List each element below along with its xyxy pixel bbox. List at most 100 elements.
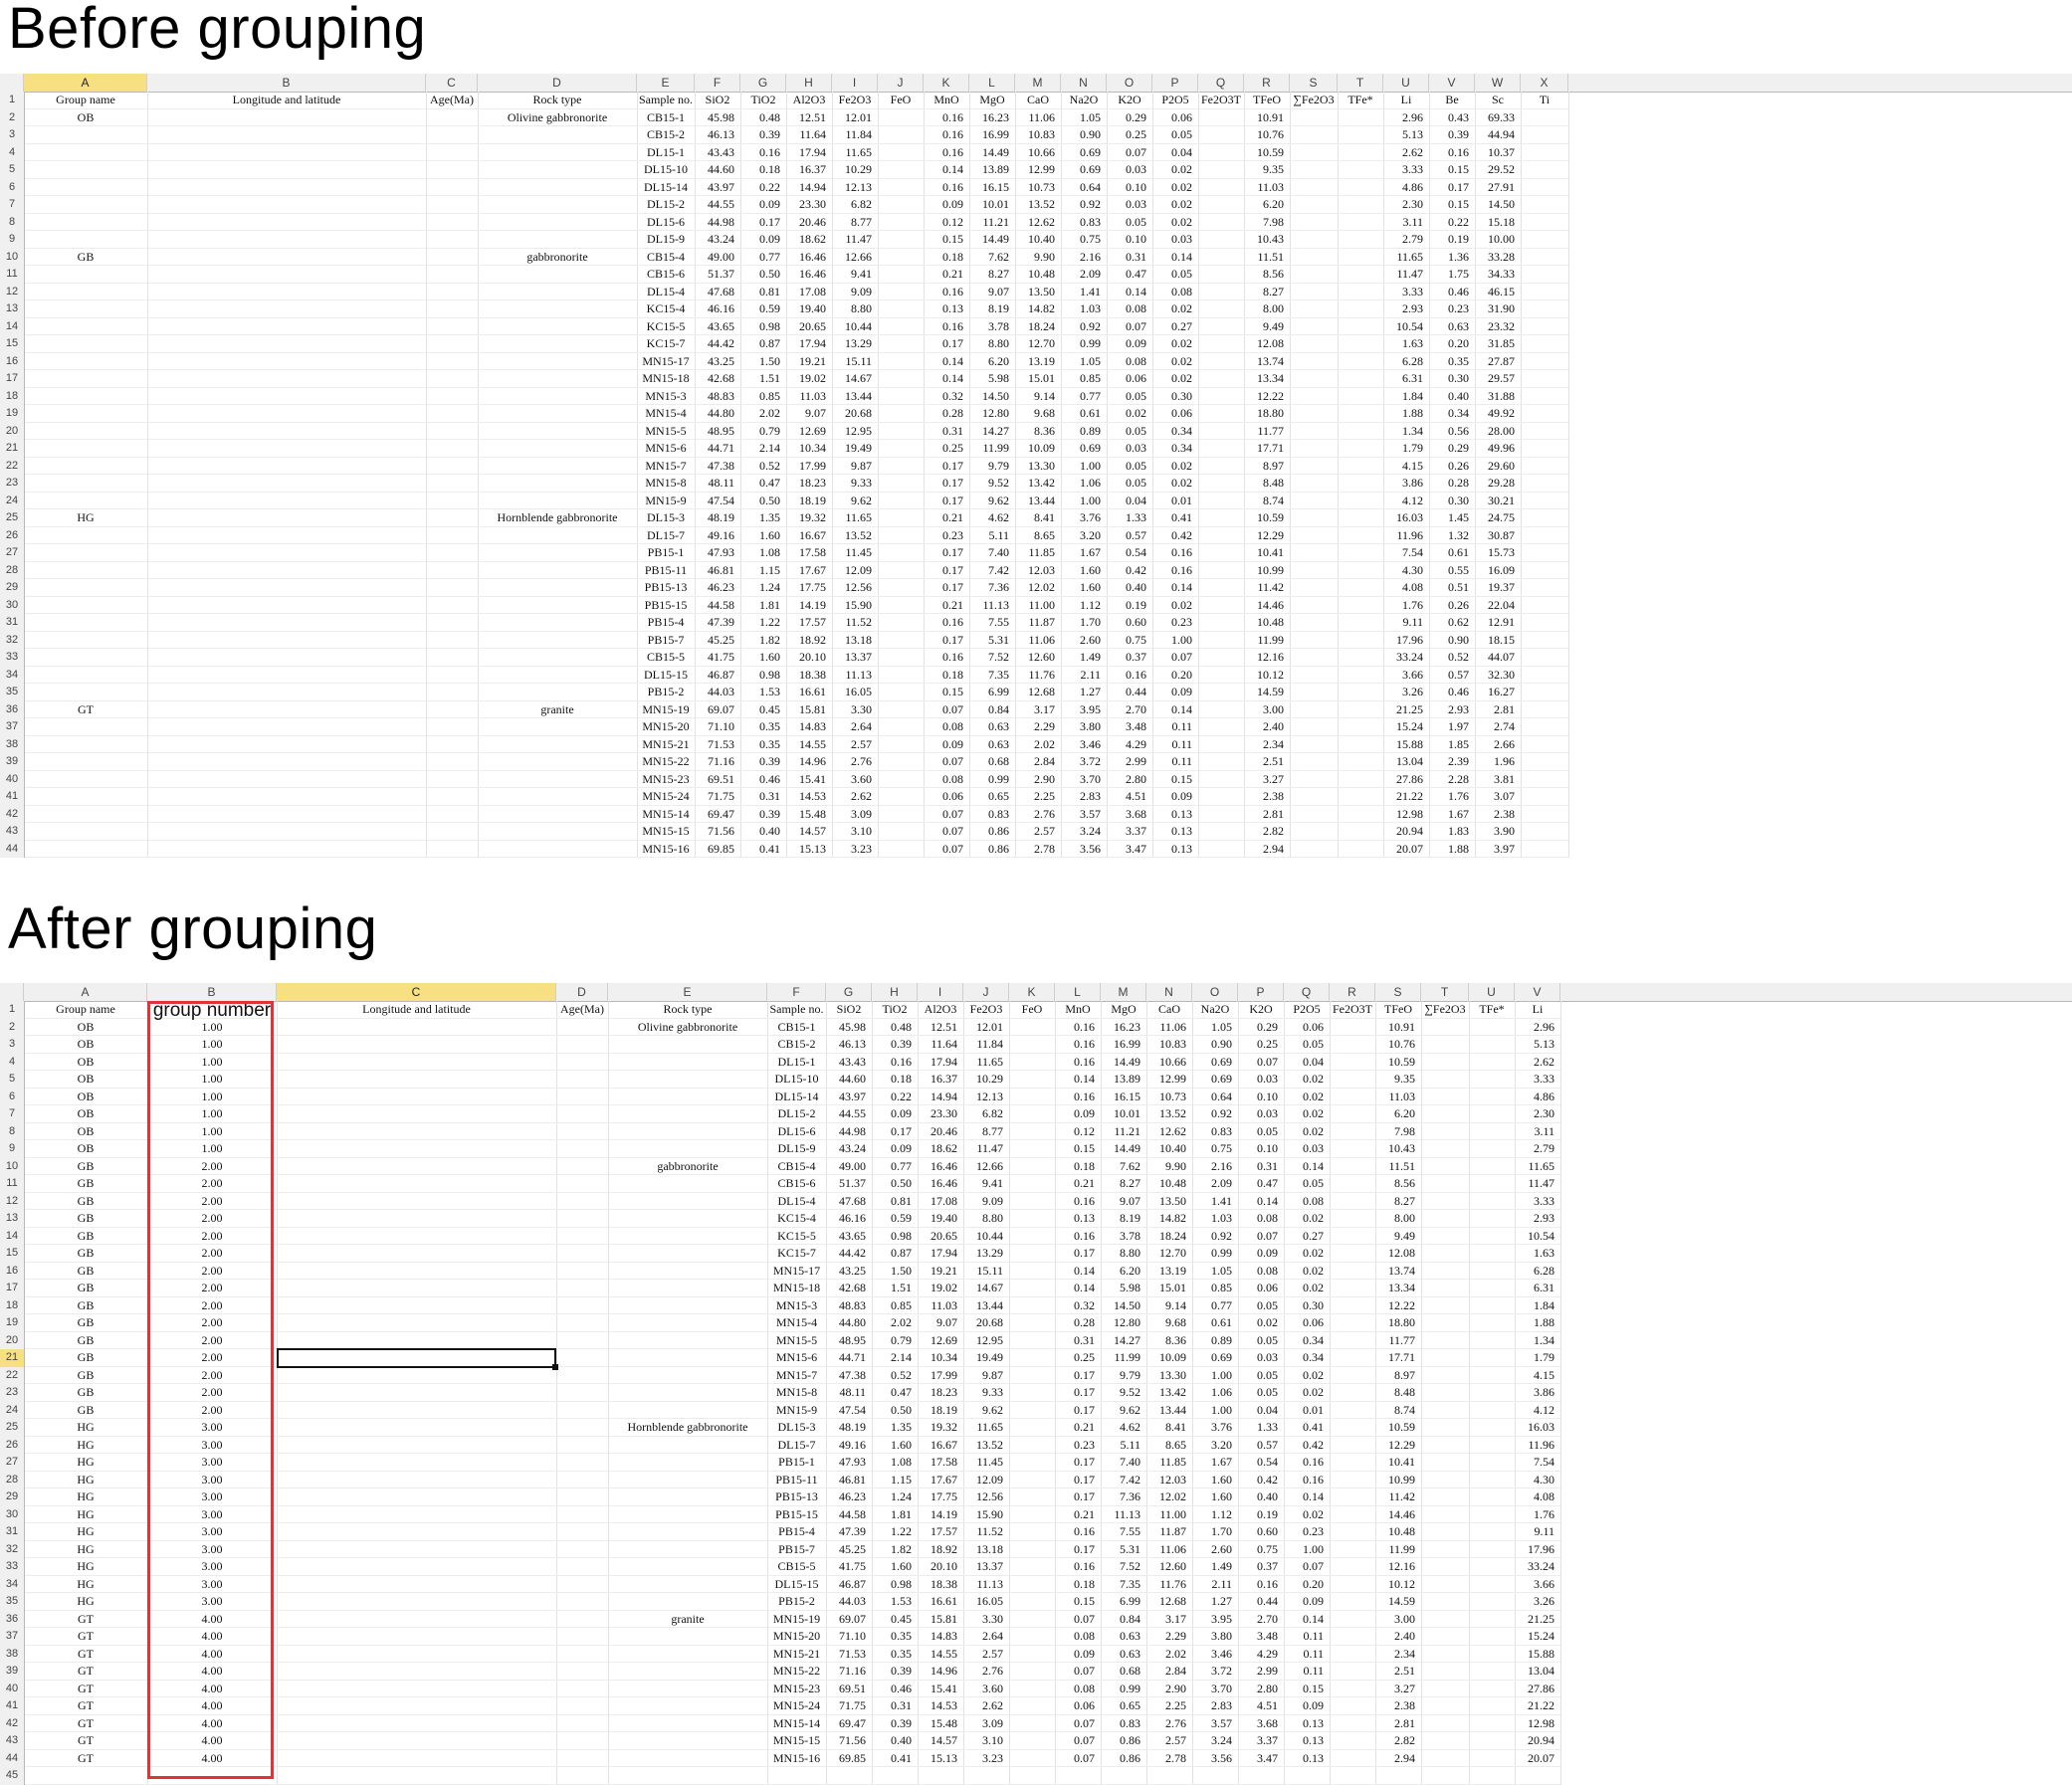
value-cell[interactable]: 15.11 (976, 1263, 1003, 1278)
value-cell[interactable]: 3.95 (1211, 1611, 1232, 1626)
value-cell[interactable]: 1.67 (1080, 545, 1101, 559)
column-header-cell[interactable]: TFeO (1253, 93, 1281, 106)
value-cell[interactable]: 0.09 (1126, 336, 1146, 350)
value-cell[interactable]: 2.84 (1165, 1664, 1186, 1678)
value-cell[interactable]: 9.62 (988, 493, 1009, 507)
sample-no-cell[interactable]: PB15-2 (647, 685, 685, 698)
column-letter-P[interactable]: P (1238, 983, 1284, 1001)
value-cell[interactable]: 71.53 (708, 736, 734, 751)
value-cell[interactable]: 0.16 (1074, 1054, 1095, 1069)
value-cell[interactable]: 1.06 (1211, 1385, 1232, 1399)
value-cell[interactable]: 69.07 (708, 701, 734, 716)
column-header-cell[interactable]: Fe2O3 (969, 1002, 1003, 1016)
value-cell[interactable]: 0.77 (1211, 1297, 1232, 1312)
value-cell[interactable]: 3.09 (851, 806, 872, 821)
value-cell[interactable]: 1.75 (1448, 267, 1469, 281)
row-number[interactable]: 3 (0, 126, 25, 144)
value-cell[interactable]: 0.05 (1126, 423, 1146, 438)
sample-no-cell[interactable]: DL15-6 (647, 214, 685, 229)
sample-no-cell[interactable]: MN15-8 (775, 1385, 818, 1399)
value-cell[interactable]: 45.25 (708, 632, 734, 647)
value-cell[interactable]: 1.05 (1080, 109, 1101, 124)
value-cell[interactable]: 14.19 (931, 1506, 957, 1521)
column-header-cell[interactable]: K2O (1118, 93, 1141, 106)
value-cell[interactable]: 0.17 (1074, 1455, 1095, 1469)
value-cell[interactable]: 18.23 (799, 476, 826, 490)
value-cell[interactable]: 0.14 (942, 353, 963, 368)
value-cell[interactable]: 0.37 (1257, 1559, 1278, 1573)
group-number-cell[interactable]: 4.00 (201, 1664, 223, 1678)
value-cell[interactable]: 16.67 (931, 1437, 957, 1452)
sample-no-cell[interactable]: DL15-7 (647, 527, 685, 542)
sample-no-cell[interactable]: MN15-18 (772, 1281, 821, 1294)
value-cell[interactable]: 0.29 (1448, 441, 1469, 455)
sample-no-cell[interactable]: MN15-19 (772, 1611, 821, 1626)
value-cell[interactable]: 10.54 (1396, 318, 1423, 333)
value-cell[interactable]: 0.17 (942, 458, 963, 473)
column-letter-H[interactable]: H (786, 74, 832, 92)
value-cell[interactable]: 2.81 (1494, 701, 1515, 716)
value-cell[interactable]: 13.04 (1396, 754, 1423, 768)
sample-no-cell[interactable]: MN15-21 (642, 736, 690, 751)
value-cell[interactable]: 16.23 (1114, 1019, 1140, 1034)
value-cell[interactable]: 1.32 (1448, 527, 1469, 542)
value-cell[interactable]: 18.92 (931, 1541, 957, 1556)
value-cell[interactable]: 13.18 (976, 1541, 1003, 1556)
value-cell[interactable]: 6.31 (1402, 371, 1423, 385)
value-cell[interactable]: 0.84 (1120, 1611, 1140, 1626)
value-cell[interactable]: 11.85 (1159, 1455, 1186, 1469)
value-cell[interactable]: 2.39 (1448, 754, 1469, 768)
column-letter-G[interactable]: G (826, 983, 872, 1001)
row-number[interactable]: 42 (0, 805, 25, 823)
value-cell[interactable]: 9.52 (1120, 1385, 1140, 1399)
value-cell[interactable]: 0.17 (1448, 179, 1469, 194)
group-name-cell[interactable]: GB (77, 1246, 95, 1260)
sample-no-cell[interactable]: DL15-1 (777, 1054, 816, 1069)
value-cell[interactable]: 0.20 (1171, 667, 1192, 682)
value-cell[interactable]: 10.40 (1028, 232, 1055, 246)
value-cell[interactable]: 10.40 (1159, 1141, 1186, 1155)
value-cell[interactable]: 2.62 (1402, 144, 1423, 159)
value-cell[interactable]: 10.83 (1028, 127, 1055, 141)
value-cell[interactable]: 0.18 (1074, 1576, 1095, 1591)
value-cell[interactable]: 9.33 (851, 476, 872, 490)
value-cell[interactable]: 0.20 (1303, 1576, 1324, 1591)
value-cell[interactable]: 0.13 (1303, 1715, 1324, 1730)
value-cell[interactable]: 1.82 (891, 1541, 912, 1556)
value-cell[interactable]: 7.36 (988, 580, 1009, 594)
group-name-cell[interactable]: HG (77, 1472, 95, 1487)
column-header-cell[interactable]: TFe* (1347, 93, 1373, 106)
value-cell[interactable]: 43.65 (708, 318, 734, 333)
column-header-cell[interactable]: Age(Ma) (560, 1002, 604, 1016)
value-cell[interactable]: 0.45 (891, 1611, 912, 1626)
value-cell[interactable]: 2.82 (1394, 1733, 1415, 1747)
value-cell[interactable]: 14.19 (799, 597, 826, 612)
column-header-cell[interactable]: Na2O (1200, 1002, 1230, 1016)
value-cell[interactable]: 9.11 (1534, 1524, 1554, 1538)
value-cell[interactable]: 0.07 (942, 841, 963, 856)
value-cell[interactable]: 14.82 (1159, 1211, 1186, 1225)
value-cell[interactable]: 44.55 (708, 197, 734, 211)
value-cell[interactable]: 0.07 (1303, 1559, 1324, 1573)
column-letter-O[interactable]: O (1192, 983, 1238, 1001)
value-cell[interactable]: 0.25 (1257, 1037, 1278, 1051)
row-number[interactable]: 9 (0, 231, 25, 249)
value-cell[interactable]: 11.47 (845, 232, 872, 246)
value-cell[interactable]: 11.65 (1528, 1158, 1554, 1173)
value-cell[interactable]: 3.86 (1402, 476, 1423, 490)
column-header-cell[interactable]: MgO (1111, 1002, 1137, 1016)
value-cell[interactable]: 20.65 (799, 318, 826, 333)
value-cell[interactable]: 13.18 (845, 632, 872, 647)
sample-no-cell[interactable]: MN15-24 (772, 1698, 821, 1712)
value-cell[interactable]: 7.42 (988, 562, 1009, 577)
value-cell[interactable]: 0.16 (942, 318, 963, 333)
value-cell[interactable]: 1.63 (1402, 336, 1423, 350)
group-name-cell[interactable]: HG (77, 1576, 95, 1591)
value-cell[interactable]: 0.26 (1448, 458, 1469, 473)
row-number[interactable]: 7 (0, 1105, 25, 1123)
value-cell[interactable]: 0.05 (1257, 1332, 1278, 1347)
value-cell[interactable]: 2.93 (1534, 1211, 1554, 1225)
value-cell[interactable]: 0.48 (891, 1019, 912, 1034)
value-cell[interactable]: 12.68 (1159, 1594, 1186, 1608)
value-cell[interactable]: 3.11 (1402, 214, 1423, 229)
